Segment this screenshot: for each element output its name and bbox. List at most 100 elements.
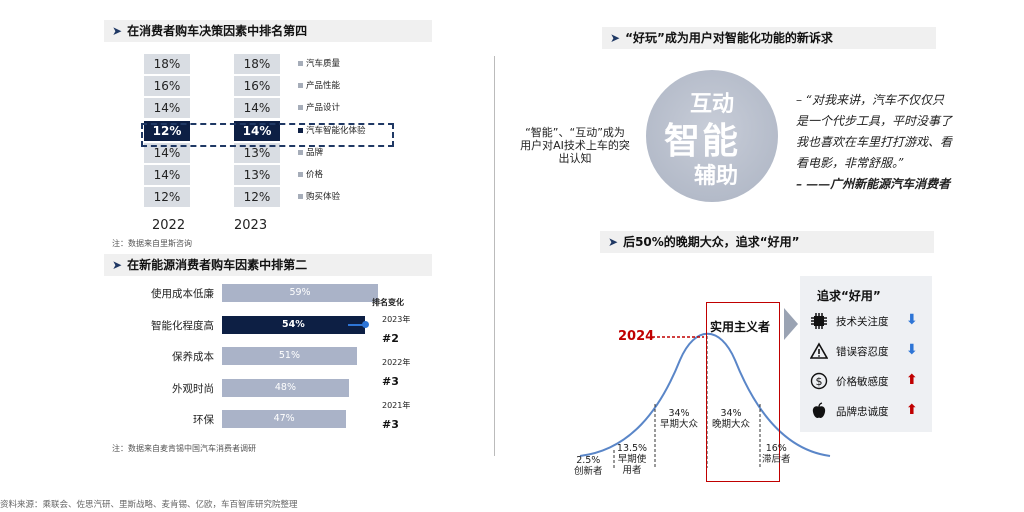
segment-early-adopters: 13.5% 早期使用者 [616,443,648,476]
table-cell: 18% [234,54,280,74]
chevron-right-icon: ➤ [608,235,619,249]
highlight-dashed-box [141,123,394,147]
legend-label: 产品设计 [306,103,341,114]
table-cell: 12% [144,187,190,208]
cloud-word-zhineng: 智能 [664,121,741,162]
table-cell: 16% [234,76,280,97]
section-header-fun-demand: ➤ “好玩”成为用户对智能化功能的新诉求 [602,27,936,49]
warning-icon [810,342,828,359]
good-to-use-item-label: 技术关注度 [836,316,889,328]
arrow-down-icon: ⬇ [906,312,918,328]
bar: 59% [222,284,378,302]
chip-icon [811,313,827,329]
bar-category-label: 保养成本 [172,351,214,363]
legend-label: 汽车智能化体验 [306,125,366,136]
note-source-ries: 注：数据来自里斯咨询 [112,239,192,248]
bar: 48% [222,378,349,397]
dollar-icon: $ [810,372,828,390]
legend-item: 产品性能 [298,80,340,92]
legend-square-icon [298,149,303,155]
quote-source: – ——广州新能源汽车消费者 [796,177,951,191]
good-to-use-item-label: 品牌忠诚度 [836,406,889,418]
column-year-2023: 2023 [234,218,268,233]
arrow-up-icon: ⬆ [906,372,918,388]
footer-sources: 资料来源：乘联会、佐思汽研、里斯战略、麦肯锡、亿欧，车百智库研究院整理 [0,500,298,510]
rank-year: 2022年 [382,358,411,367]
legend-label: 汽车质量 [306,59,341,69]
legend-item: 产品设计 [298,102,340,114]
good-to-use-item-label: 价格敏感度 [836,376,889,388]
section-header-late-majority: ➤ 后50%的晚期大众，追求“好用” [600,231,934,253]
svg-text:$: $ [816,375,823,388]
section-header-decision-factors: ➤ 在消费者购车决策因素中排名第四 [104,20,432,42]
consumer-quote: – “对我来讲，汽车不仅仅只 是一个代步工具，平时没事了 我也喜欢在车里打打游戏… [796,90,1006,195]
rank-change-title: 排名变化 [372,298,404,307]
arrow-down-icon: ⬇ [906,342,918,358]
bell-curve-path [579,332,831,457]
section-header-nev-factors: ➤ 在新能源消费者购车因素中排第二 [104,254,432,276]
adoption-bell-curve [579,332,831,468]
table-cell: 14% [144,165,190,185]
legend-square-icon [298,61,303,66]
table-cell: 14% [144,142,190,163]
pragmatist-highlight-box [706,302,780,482]
year-marker-2024: 2024 [618,329,655,344]
legend-square-icon [298,127,303,133]
word-cloud-circle [646,70,778,202]
table-cell: 14% [234,120,280,141]
legend-item: 品牌 [298,147,323,159]
bar-category-label: 外观时尚 [172,382,214,395]
table-cell: 18% [144,54,190,74]
rank-value: #3 [382,418,399,431]
column-year-2022: 2022 [152,218,186,233]
pragmatist-label: 实用主义者 [710,320,771,334]
legend-label: 产品性能 [306,81,341,92]
legend-item: 购买体验 [298,191,340,203]
quote-line: 是一个代步工具，平时没事了 [796,114,953,128]
rank-value: #3 [382,375,399,388]
bar-category-label: 环保 [193,414,214,426]
bar: 54% [222,315,365,334]
table-cell: 14% [234,98,280,119]
table-cell: 12% [234,187,280,208]
legend-item: 汽车质量 [298,58,340,70]
rank-year: 2021年 [382,401,411,410]
cloud-word-fuzhu: 辅助 [694,164,739,189]
segment-innovators: 2.5% 创新者 [574,455,603,477]
table-cell: 12% [144,120,190,141]
bar: 47% [222,410,347,428]
legend-label: 购买体验 [306,192,341,203]
chevron-right-icon: ➤ [112,258,123,272]
rank-value: #2 [382,332,399,345]
legend-label: 价格 [306,170,324,180]
rank-arrow-dot [362,321,369,328]
cloud-word-hudong: 互动 [690,92,735,117]
arrow-up-icon: ⬆ [906,402,918,418]
legend-square-icon [298,105,303,111]
header-text: 后50%的晚期大众，追求“好用” [623,235,800,249]
table-cell: 16% [144,76,190,97]
legend-item: 价格 [298,169,323,181]
header-text: 在新能源消费者购车因素中排第二 [127,258,308,272]
good-to-use-title: 追求“好用” [817,289,881,303]
header-text: “好玩”成为用户对智能化功能的新诉求 [625,31,833,45]
pointer-arrow [784,308,798,340]
bar: 51% [222,347,357,365]
header-text: 在消费者购车决策因素中排名第四 [127,24,308,38]
table-cell: 13% [234,165,280,185]
good-to-use-panel [800,276,932,432]
chevron-right-icon: ➤ [610,31,621,45]
segment-laggards: 16% 滞后者 [762,443,791,465]
vertical-divider [494,56,495,456]
quote-line: 看电影，非常舒服。” [796,156,905,170]
legend-square-icon [298,172,303,177]
segment-late-majority: 34% 晚期大众 [712,408,751,430]
segment-early-majority: 34% 早期大众 [660,408,699,430]
legend-square-icon [298,194,303,200]
legend-square-icon [298,83,303,89]
table-cell: 13% [234,142,280,163]
ai-perception-label: “智能”、“互动”成为用户对AI技术上车的突出认知 [520,126,630,165]
quote-line: – “对我来讲，汽车不仅仅只 [796,93,944,107]
quote-line: 我也喜欢在车里打打游戏、看 [796,135,953,149]
bar-category-label: 智能化程度高 [151,319,214,332]
